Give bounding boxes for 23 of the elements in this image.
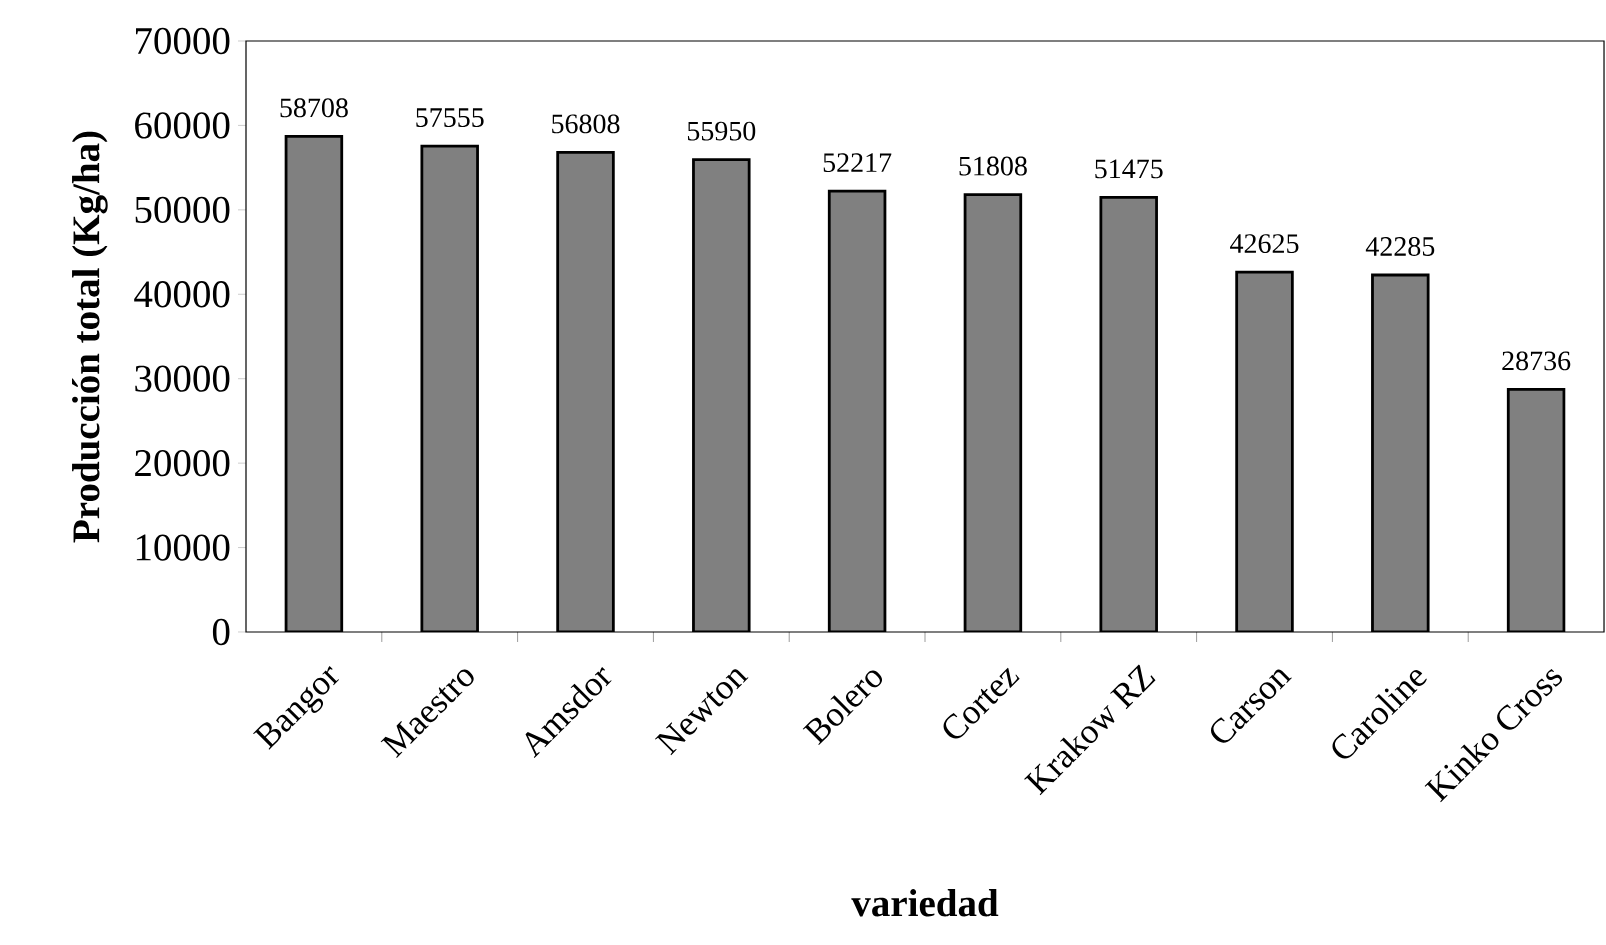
data-label: 28736 — [1502, 351, 1571, 371]
y-tick-label: 0 — [212, 618, 230, 646]
data-label: 55950 — [687, 121, 756, 141]
y-axis-title: Producción total (Kg/ha) — [72, 131, 108, 543]
y-tick-label: 60000 — [135, 112, 230, 139]
y-tick-label: 70000 — [136, 27, 230, 55]
x-axis-title: variedad — [851, 889, 999, 917]
data-label: 58708 — [280, 98, 348, 118]
data-label: 42625 — [1230, 234, 1299, 254]
data-label: 56808 — [552, 114, 620, 134]
y-tick-label: 50000 — [135, 196, 230, 223]
y-tick-label: 30000 — [135, 365, 230, 392]
y-tick-label: 40000 — [134, 281, 230, 308]
data-label: 57555 — [416, 108, 484, 127]
data-label: 51808 — [959, 156, 1027, 176]
y-tick-label: 20000 — [135, 449, 230, 477]
y-tick-label: 10000 — [136, 534, 230, 561]
bar — [692, 158, 751, 632]
bar — [420, 144, 479, 632]
data-label: 52217 — [823, 153, 892, 173]
data-label: 51475 — [1095, 159, 1163, 179]
data-label: 42285 — [1365, 237, 1435, 256]
bar — [1371, 273, 1430, 632]
